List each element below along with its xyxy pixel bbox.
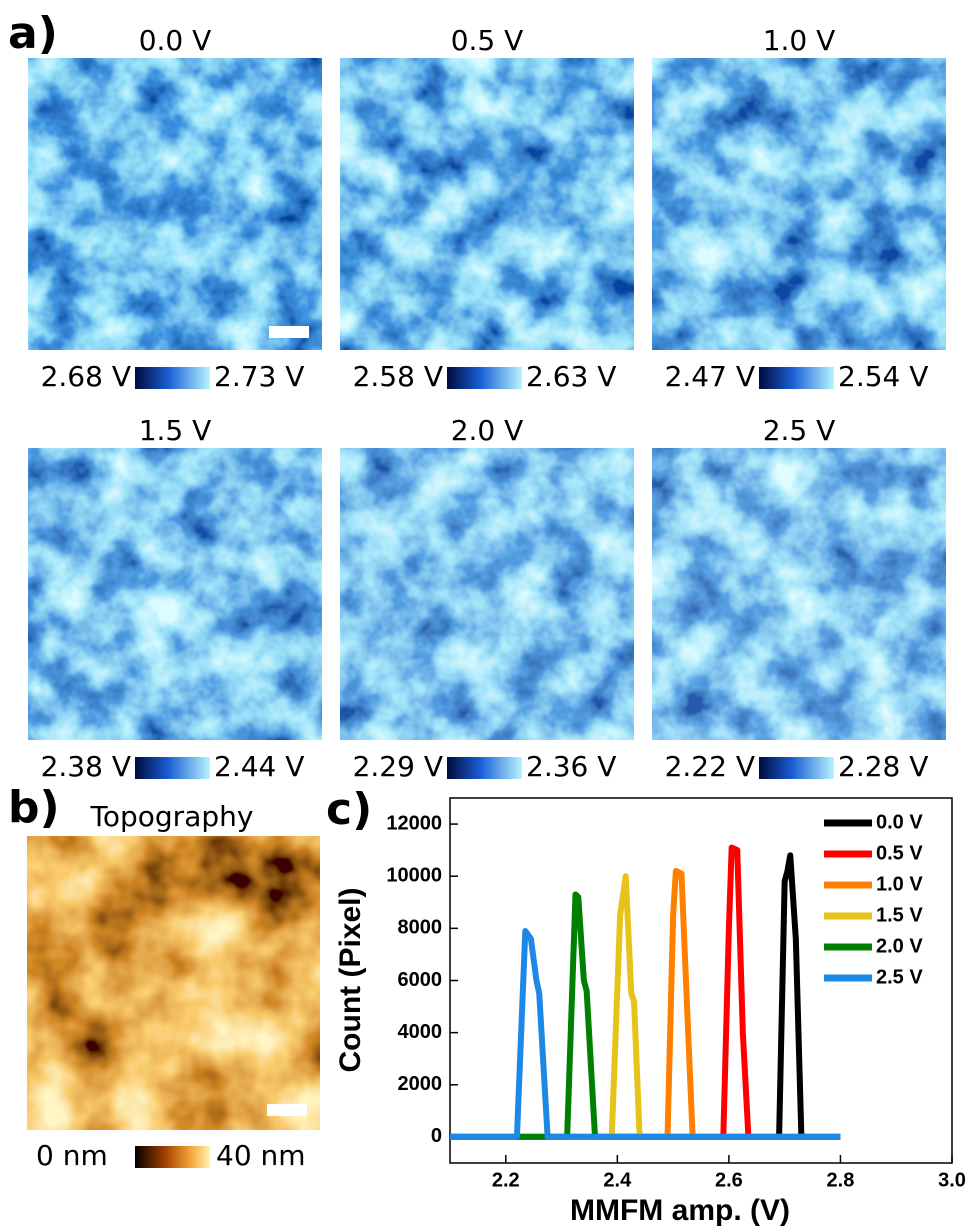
colorbar-min-label: 2.68 V <box>41 360 131 393</box>
x-tick-label: 2.2 <box>492 1169 520 1191</box>
image-title: 0.5 V <box>451 24 524 57</box>
x-tick-label: 3.0 <box>938 1169 966 1191</box>
colorbar-min-label: 0 nm <box>36 1139 108 1172</box>
y-tick-label: 6000 <box>398 969 443 991</box>
mfm-image <box>340 448 634 740</box>
mfm-image <box>340 58 634 350</box>
legend-label: 2.0 V <box>876 935 923 957</box>
y-tick-label: 8000 <box>398 917 443 939</box>
scale-bar <box>267 1104 307 1116</box>
colorbar-min-label: 2.22 V <box>665 750 755 783</box>
image-title: 2.0 V <box>451 414 524 447</box>
y-axis-label: Count (Pixel) <box>334 888 367 1073</box>
x-tick-label: 2.4 <box>603 1169 632 1191</box>
legend-label: 0.0 V <box>876 811 923 833</box>
colorbar <box>135 367 210 389</box>
scale-bar <box>269 326 309 338</box>
panel-label: a) <box>8 8 58 59</box>
colorbar <box>759 757 834 779</box>
legend-label: 0.5 V <box>876 842 923 864</box>
colorbar-min-label: 2.29 V <box>353 750 443 783</box>
series-line <box>450 891 841 1140</box>
x-tick-label: 2.8 <box>827 1169 855 1191</box>
series-line <box>450 852 841 1140</box>
colorbar-min-label: 2.38 V <box>41 750 131 783</box>
y-tick-label: 12000 <box>386 812 442 834</box>
mfm-image <box>28 58 322 350</box>
y-tick-label: 4000 <box>398 1021 443 1043</box>
colorbar <box>135 757 210 779</box>
colorbar-max-label: 40 nm <box>216 1139 306 1172</box>
y-tick-label: 2000 <box>398 1073 443 1095</box>
image-title: Topography <box>90 800 254 833</box>
mfm-image <box>652 58 946 350</box>
x-tick-label: 2.6 <box>715 1169 743 1191</box>
colorbar-max-label: 2.54 V <box>838 360 928 393</box>
panel-label: b) <box>8 782 60 833</box>
mfm-image <box>652 448 946 740</box>
legend-label: 1.0 V <box>876 873 923 895</box>
x-axis-label: MMFM amp. (V) <box>570 1194 790 1227</box>
colorbar-max-label: 2.28 V <box>838 750 928 783</box>
colorbar <box>447 367 522 389</box>
y-tick-label: 0 <box>431 1125 442 1147</box>
colorbar <box>759 367 834 389</box>
series-line <box>450 927 841 1140</box>
colorbar <box>135 1146 210 1168</box>
image-title: 2.5 V <box>763 414 836 447</box>
image-title: 1.5 V <box>139 414 212 447</box>
colorbar-max-label: 2.36 V <box>526 750 616 783</box>
series-line <box>450 844 841 1140</box>
series-line <box>450 873 841 1140</box>
legend-label: 2.5 V <box>876 966 923 988</box>
colorbar-min-label: 2.47 V <box>665 360 755 393</box>
y-tick-label: 10000 <box>386 864 442 886</box>
colorbar <box>447 757 522 779</box>
topography-image <box>27 836 320 1130</box>
colorbar-max-label: 2.73 V <box>214 360 304 393</box>
colorbar-max-label: 2.44 V <box>214 750 304 783</box>
legend-label: 1.5 V <box>876 904 923 926</box>
image-title: 1.0 V <box>763 24 836 57</box>
series-line <box>450 868 841 1140</box>
mfm-image <box>28 448 322 740</box>
colorbar-min-label: 2.58 V <box>353 360 443 393</box>
panel-label: c) <box>326 784 372 835</box>
image-title: 0.0 V <box>139 24 212 57</box>
colorbar-max-label: 2.63 V <box>526 360 616 393</box>
